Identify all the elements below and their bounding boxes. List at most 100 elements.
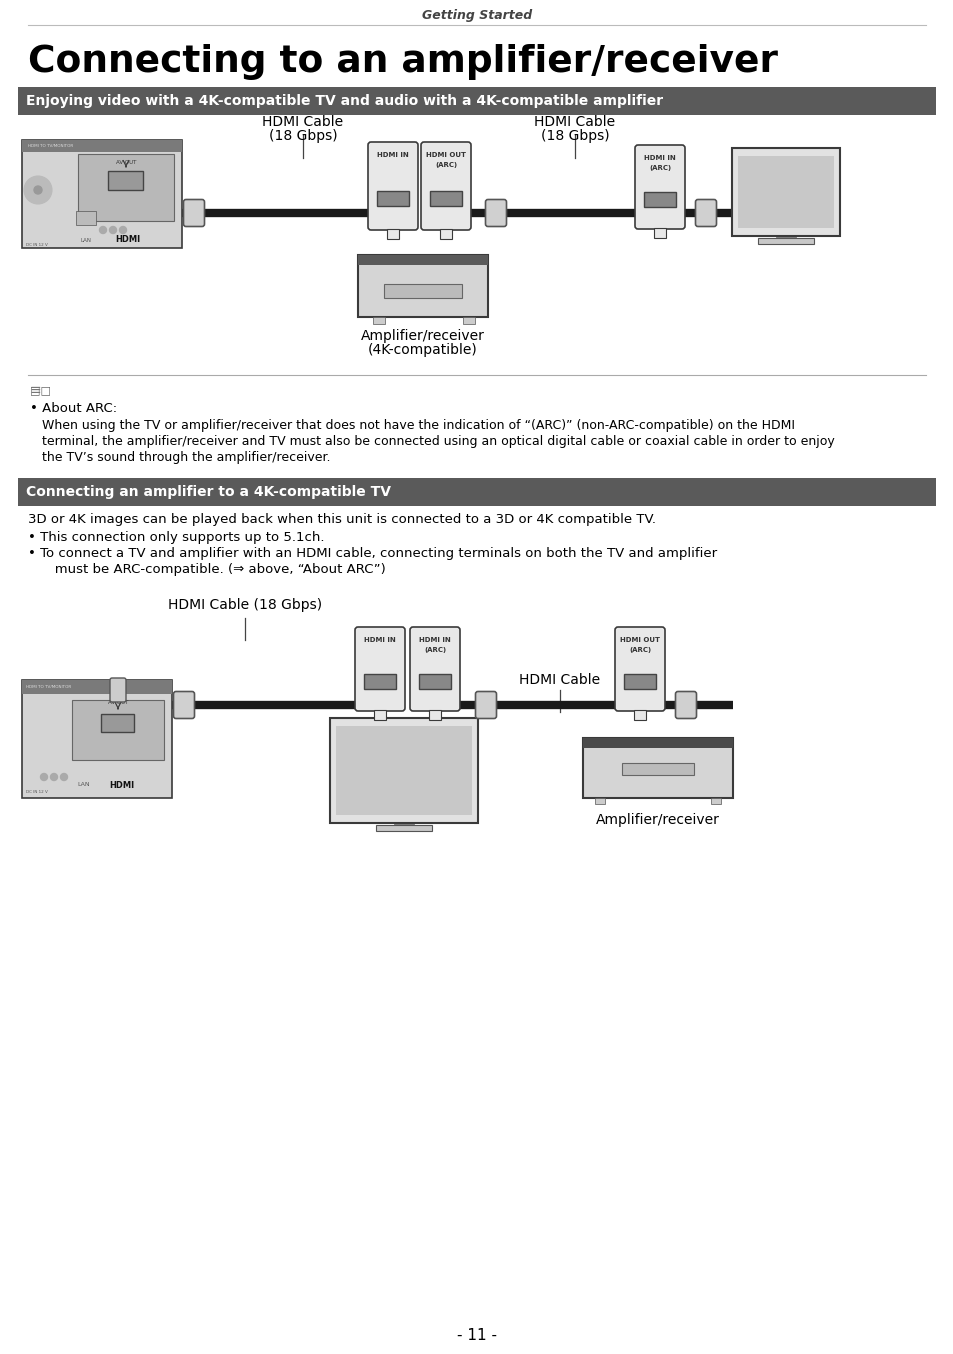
Bar: [335, 726, 472, 815]
Text: DC IN 12 V: DC IN 12 V: [26, 242, 48, 246]
Text: (ARC): (ARC): [423, 647, 446, 653]
Bar: [18, 478, 935, 506]
Text: HDMI: HDMI: [110, 780, 134, 789]
Bar: [775, 230, 795, 237]
Bar: [22, 139, 182, 152]
FancyBboxPatch shape: [355, 627, 405, 711]
Bar: [375, 825, 432, 831]
Bar: [394, 816, 414, 825]
Text: LAN: LAN: [77, 783, 91, 788]
FancyBboxPatch shape: [368, 142, 417, 230]
Text: Connecting to an amplifier/receiver: Connecting to an amplifier/receiver: [28, 43, 778, 80]
Bar: [330, 718, 477, 823]
Text: (18 Gbps): (18 Gbps): [540, 129, 609, 144]
Text: (4K-compatible): (4K-compatible): [368, 343, 477, 357]
Text: Amplifier/receiver: Amplifier/receiver: [360, 329, 484, 343]
Text: HDMI IN: HDMI IN: [376, 152, 409, 158]
Text: (18 Gbps): (18 Gbps): [269, 129, 337, 144]
Circle shape: [110, 226, 116, 233]
Text: HDMI TO TV/MONITOR: HDMI TO TV/MONITOR: [28, 144, 73, 148]
Text: (ARC): (ARC): [435, 162, 456, 168]
FancyBboxPatch shape: [475, 692, 496, 719]
Text: HDMI Cable: HDMI Cable: [262, 115, 343, 129]
FancyBboxPatch shape: [621, 764, 693, 774]
Text: • About ARC:: • About ARC:: [30, 402, 117, 414]
Bar: [18, 87, 935, 115]
Text: When using the TV or amplifier/receiver that does not have the indication of “(A: When using the TV or amplifier/receiver …: [42, 418, 794, 432]
FancyBboxPatch shape: [675, 692, 696, 719]
Text: terminal, the amplifier/receiver and TV must also be connected using an optical : terminal, the amplifier/receiver and TV …: [42, 435, 834, 448]
FancyBboxPatch shape: [695, 199, 716, 226]
Text: AV OUT: AV OUT: [115, 160, 136, 164]
Bar: [582, 738, 732, 798]
Bar: [654, 227, 665, 238]
Bar: [374, 709, 386, 720]
Text: □□: □□: [30, 385, 51, 395]
FancyBboxPatch shape: [418, 674, 451, 689]
Circle shape: [40, 773, 48, 780]
FancyBboxPatch shape: [410, 627, 459, 711]
Text: HDMI Cable: HDMI Cable: [534, 115, 615, 129]
Circle shape: [34, 185, 42, 194]
Text: AV OUT: AV OUT: [108, 700, 128, 704]
Text: - 11 -: - 11 -: [456, 1327, 497, 1343]
Text: (ARC): (ARC): [628, 647, 650, 653]
FancyBboxPatch shape: [643, 192, 676, 207]
Text: DC IN 12 V: DC IN 12 V: [26, 789, 48, 793]
Bar: [710, 798, 720, 804]
Bar: [22, 680, 172, 695]
FancyBboxPatch shape: [384, 284, 461, 298]
Text: HDMI: HDMI: [115, 236, 140, 245]
Circle shape: [24, 176, 52, 204]
Circle shape: [51, 773, 57, 780]
Circle shape: [119, 226, 127, 233]
FancyBboxPatch shape: [173, 692, 194, 719]
Bar: [429, 709, 440, 720]
Text: must be ARC-compatible. (⇒ above, “About ARC”): must be ARC-compatible. (⇒ above, “About…: [42, 563, 385, 577]
Text: HDMI OUT: HDMI OUT: [619, 636, 659, 643]
FancyBboxPatch shape: [615, 627, 664, 711]
Text: HDMI Cable (18 Gbps): HDMI Cable (18 Gbps): [168, 598, 322, 612]
Text: Connecting an amplifier to a 4K-compatible TV: Connecting an amplifier to a 4K-compatib…: [26, 485, 391, 500]
Bar: [758, 238, 813, 244]
Text: • To connect a TV and amplifier with an HDMI cable, connecting terminals on both: • To connect a TV and amplifier with an …: [28, 547, 717, 561]
Text: HDMI TO TV/MONITOR: HDMI TO TV/MONITOR: [26, 685, 71, 689]
FancyBboxPatch shape: [110, 678, 126, 701]
Text: HDMI Cable: HDMI Cable: [518, 673, 600, 686]
Text: 3D or 4K images can be played back when this unit is connected to a 3D or 4K com: 3D or 4K images can be played back when …: [28, 513, 656, 527]
FancyBboxPatch shape: [420, 142, 471, 230]
Bar: [357, 255, 488, 317]
Bar: [582, 738, 732, 747]
FancyBboxPatch shape: [109, 171, 143, 190]
Bar: [439, 229, 452, 240]
FancyBboxPatch shape: [635, 145, 684, 229]
Text: Getting Started: Getting Started: [421, 9, 532, 23]
Text: LAN: LAN: [80, 237, 91, 242]
FancyBboxPatch shape: [376, 191, 409, 206]
FancyBboxPatch shape: [101, 714, 134, 731]
Bar: [387, 229, 398, 240]
Bar: [357, 255, 488, 265]
Text: the TV’s sound through the amplifier/receiver.: the TV’s sound through the amplifier/rec…: [42, 451, 330, 463]
Text: HDMI IN: HDMI IN: [418, 636, 451, 643]
Bar: [78, 154, 173, 221]
Bar: [462, 317, 475, 324]
Text: Amplifier/receiver: Amplifier/receiver: [596, 812, 720, 827]
Circle shape: [99, 226, 107, 233]
Text: HDMI IN: HDMI IN: [643, 154, 675, 161]
Text: • This connection only supports up to 5.1ch.: • This connection only supports up to 5.…: [28, 531, 324, 543]
Bar: [71, 700, 164, 760]
Bar: [22, 680, 172, 798]
Bar: [22, 139, 182, 248]
Bar: [634, 709, 645, 720]
Bar: [373, 317, 385, 324]
FancyBboxPatch shape: [364, 674, 395, 689]
Bar: [76, 211, 96, 225]
FancyBboxPatch shape: [623, 674, 656, 689]
Text: (ARC): (ARC): [648, 165, 670, 171]
FancyBboxPatch shape: [430, 191, 461, 206]
FancyBboxPatch shape: [485, 199, 506, 226]
Bar: [738, 156, 833, 227]
Text: Enjoying video with a 4K-compatible TV and audio with a 4K-compatible amplifier: Enjoying video with a 4K-compatible TV a…: [26, 93, 662, 108]
Bar: [731, 148, 840, 236]
